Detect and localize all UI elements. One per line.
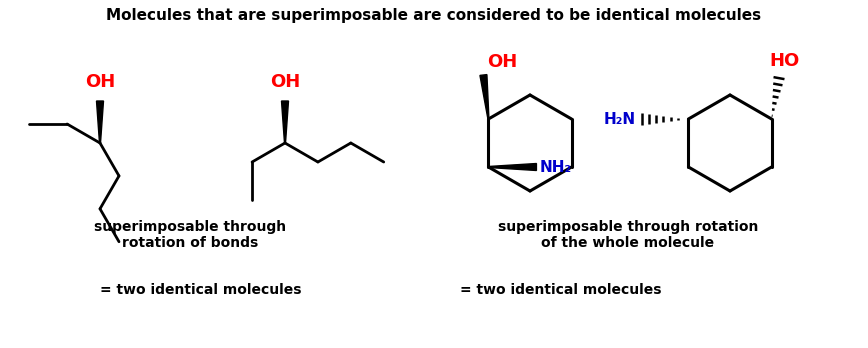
Polygon shape bbox=[96, 101, 103, 143]
Text: OH: OH bbox=[85, 73, 115, 91]
Polygon shape bbox=[480, 74, 489, 119]
Text: OH: OH bbox=[270, 73, 300, 91]
Text: H₂N: H₂N bbox=[603, 111, 635, 127]
Text: = two identical molecules: = two identical molecules bbox=[100, 283, 301, 297]
Text: HO: HO bbox=[770, 52, 799, 70]
Text: superimposable through
rotation of bonds: superimposable through rotation of bonds bbox=[94, 220, 286, 250]
Text: superimposable through rotation
of the whole molecule: superimposable through rotation of the w… bbox=[498, 220, 758, 250]
Polygon shape bbox=[489, 164, 536, 171]
Text: NH₂: NH₂ bbox=[539, 159, 571, 174]
Polygon shape bbox=[281, 101, 288, 143]
Text: OH: OH bbox=[488, 53, 517, 71]
Text: = two identical molecules: = two identical molecules bbox=[460, 283, 661, 297]
Text: Molecules that are superimposable are considered to be identical molecules: Molecules that are superimposable are co… bbox=[107, 8, 761, 23]
